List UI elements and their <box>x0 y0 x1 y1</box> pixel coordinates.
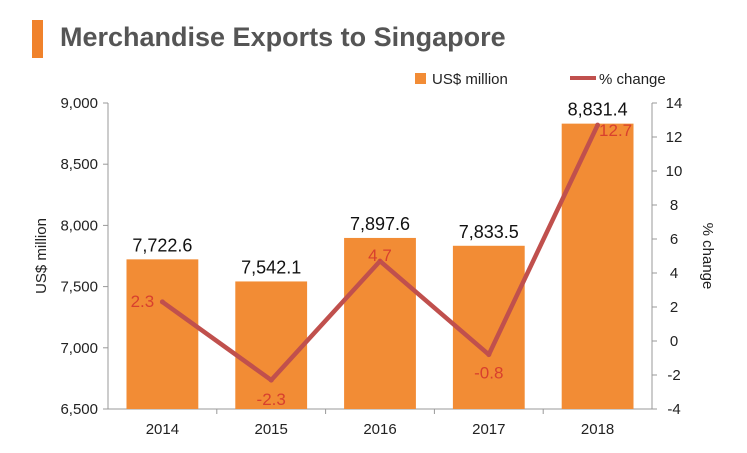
x-tick-label: 2017 <box>472 421 505 438</box>
line-value-label: 2.3 <box>131 292 155 311</box>
bar <box>452 245 525 409</box>
chart-title: Merchandise Exports to Singapore <box>60 22 506 52</box>
line-value-label: 4.7 <box>368 246 392 265</box>
bar <box>344 237 416 409</box>
x-tick-label: 2014 <box>146 421 179 438</box>
bar-value-label: 7,722.6 <box>132 235 192 255</box>
bar-value-label: 7,897.6 <box>350 214 410 234</box>
bar <box>126 259 199 409</box>
y-tick-label-right: 12 <box>666 129 683 146</box>
line-point <box>486 352 492 358</box>
y-tick-label-right: 14 <box>666 95 683 112</box>
y-tick-label-left: 9,000 <box>60 95 98 112</box>
legend-label-line: % change <box>599 71 666 88</box>
x-tick-label: 2015 <box>255 421 288 438</box>
bar-value-label: 8,831.4 <box>568 100 628 120</box>
y-tick-label-left: 8,500 <box>60 156 98 173</box>
y-tick-label-left: 7,500 <box>60 279 98 296</box>
legend: US$ million % change <box>415 71 666 88</box>
title-accent-bar <box>32 20 43 58</box>
y-tick-label-left: 7,000 <box>60 340 98 357</box>
line-value-label: 12.7 <box>599 121 632 140</box>
x-tick-label: 2016 <box>363 421 396 438</box>
y-axis-title-left: US$ million <box>33 218 50 294</box>
y-tick-label-right: 4 <box>670 265 678 282</box>
line-value-label: -0.8 <box>474 364 503 383</box>
line-value-label: -2.3 <box>257 390 286 409</box>
y-tick-label-left: 8,000 <box>60 217 98 234</box>
bar-value-label: 7,542.1 <box>241 257 301 277</box>
bar <box>561 123 634 409</box>
legend-label-bar: US$ million <box>432 71 508 88</box>
line-point <box>377 258 383 264</box>
legend-swatch-bar <box>415 73 426 84</box>
y-tick-label-right: -2 <box>667 367 680 384</box>
line-point <box>595 122 601 128</box>
y-tick-label-right: 10 <box>666 163 683 180</box>
y-tick-label-left: 6,500 <box>60 401 98 418</box>
line-point <box>268 377 274 383</box>
y-tick-label-right: 8 <box>670 197 678 214</box>
x-tick-label: 2018 <box>581 421 614 438</box>
y-axis-title-right: % change <box>699 223 716 290</box>
y-tick-label-right: 0 <box>670 333 678 350</box>
bar-value-label: 7,833.5 <box>459 222 519 242</box>
y-tick-label-right: 2 <box>670 299 678 316</box>
bar <box>235 281 308 409</box>
y-tick-label-right: 6 <box>670 231 678 248</box>
plot-area: 6,500 7,000 7,500 8,000 8,500 9,000 -4 -2 0 2 4 6 8 1… <box>60 95 682 438</box>
line-point <box>159 299 165 305</box>
y-tick-label-right: -4 <box>667 401 680 418</box>
